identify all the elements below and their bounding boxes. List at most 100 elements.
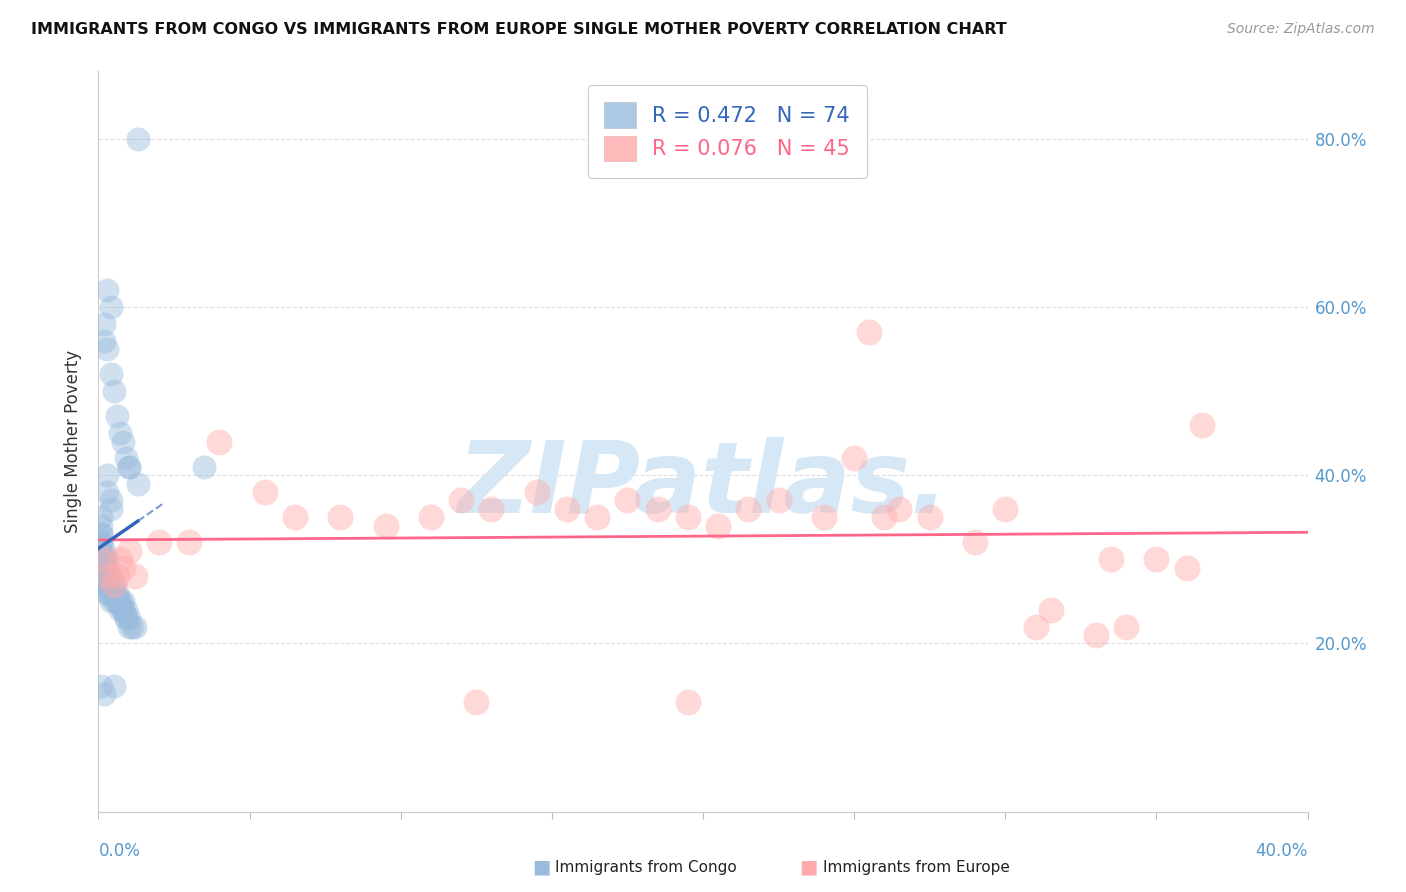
Point	[284, 510, 307, 524]
Point	[90, 560, 112, 574]
Point	[103, 577, 125, 591]
Point	[90, 552, 112, 566]
Text: IMMIGRANTS FROM CONGO VS IMMIGRANTS FROM EUROPE SINGLE MOTHER POVERTY CORRELATIO: IMMIGRANTS FROM CONGO VS IMMIGRANTS FROM…	[31, 22, 1007, 37]
Point	[1099, 552, 1122, 566]
Point	[90, 535, 112, 549]
Point	[1191, 417, 1213, 432]
Point	[93, 560, 115, 574]
Point	[676, 510, 699, 524]
Point	[108, 603, 131, 617]
Point	[329, 510, 352, 524]
Point	[526, 485, 548, 500]
Legend: R = 0.472   N = 74, R = 0.076   N = 45: R = 0.472 N = 74, R = 0.076 N = 45	[588, 86, 866, 178]
Point	[96, 468, 118, 483]
Point	[114, 611, 136, 625]
Point	[118, 544, 141, 558]
Point	[96, 569, 118, 583]
Point	[148, 535, 170, 549]
Point	[93, 552, 115, 566]
Point	[96, 560, 118, 574]
Point	[114, 451, 136, 466]
Point	[96, 569, 118, 583]
Point	[108, 426, 131, 441]
Point	[96, 552, 118, 566]
Point	[105, 594, 128, 608]
Point	[994, 501, 1017, 516]
Point	[253, 485, 276, 500]
Point	[873, 510, 896, 524]
Point	[1144, 552, 1167, 566]
Point	[555, 501, 578, 516]
Point	[93, 317, 115, 331]
Point	[90, 679, 112, 693]
Point	[93, 687, 115, 701]
Point	[90, 527, 112, 541]
Point	[707, 518, 730, 533]
Point	[103, 679, 125, 693]
Point	[90, 569, 112, 583]
Point	[93, 552, 115, 566]
Text: Immigrants from Congo: Immigrants from Congo	[555, 860, 737, 874]
Point	[90, 552, 112, 566]
Text: Source: ZipAtlas.com: Source: ZipAtlas.com	[1227, 22, 1375, 37]
Point	[90, 552, 112, 566]
Point	[481, 501, 503, 516]
Text: ■: ■	[531, 857, 551, 877]
Point	[100, 594, 122, 608]
Point	[105, 594, 128, 608]
Y-axis label: Single Mother Poverty: Single Mother Poverty	[65, 350, 83, 533]
Point	[108, 552, 131, 566]
Point	[111, 434, 134, 449]
Point	[965, 535, 987, 549]
Point	[105, 586, 128, 600]
Point	[96, 283, 118, 297]
Point	[114, 611, 136, 625]
Point	[193, 459, 215, 474]
Text: 0.0%: 0.0%	[98, 842, 141, 860]
Point	[118, 611, 141, 625]
Point	[1115, 619, 1137, 633]
Point	[105, 569, 128, 583]
Point	[647, 501, 669, 516]
Point	[768, 493, 790, 508]
Text: Immigrants from Europe: Immigrants from Europe	[823, 860, 1010, 874]
Point	[100, 586, 122, 600]
Point	[1085, 628, 1108, 642]
Point	[737, 501, 759, 516]
Point	[465, 695, 488, 709]
Point	[93, 334, 115, 348]
Point	[103, 586, 125, 600]
Point	[96, 485, 118, 500]
Point	[96, 342, 118, 356]
Text: 40.0%: 40.0%	[1256, 842, 1308, 860]
Point	[118, 619, 141, 633]
Point	[676, 695, 699, 709]
Point	[124, 619, 146, 633]
Point	[374, 518, 396, 533]
Point	[93, 552, 115, 566]
Point	[111, 594, 134, 608]
Point	[90, 544, 112, 558]
Point	[96, 577, 118, 591]
Point	[111, 560, 134, 574]
Point	[105, 409, 128, 424]
Point	[93, 569, 115, 583]
Point	[90, 510, 112, 524]
Point	[114, 603, 136, 617]
Point	[96, 586, 118, 600]
Point	[103, 594, 125, 608]
Point	[93, 544, 115, 558]
Point	[100, 300, 122, 314]
Point	[90, 527, 112, 541]
Point	[111, 603, 134, 617]
Point	[90, 535, 112, 549]
Point	[111, 603, 134, 617]
Point	[103, 577, 125, 591]
Point	[858, 325, 880, 339]
Point	[93, 552, 115, 566]
Point	[586, 510, 609, 524]
Point	[208, 434, 231, 449]
Point	[118, 459, 141, 474]
Point	[813, 510, 835, 524]
Point	[103, 384, 125, 398]
